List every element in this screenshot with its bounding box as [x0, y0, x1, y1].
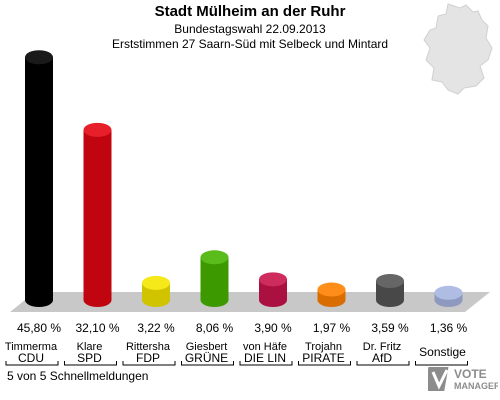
bar-fdp: [142, 275, 170, 307]
bar-afd: [376, 273, 404, 307]
value-label: 1,97 %: [313, 321, 351, 335]
bar-grüne: [200, 250, 229, 307]
bar-body: [83, 129, 112, 307]
value-label: 1,36 %: [430, 321, 468, 335]
value-label: 3,90 %: [254, 321, 292, 335]
value-label: 3,59 %: [371, 321, 409, 335]
category-bracket: [356, 361, 410, 366]
bar-top: [259, 272, 287, 287]
party-label: PIRATE: [302, 351, 344, 365]
chart-title: Stadt Mülheim an der Ruhr: [154, 3, 346, 20]
bar-body: [25, 57, 53, 308]
logo-text-vote: VOTE: [454, 367, 487, 381]
bar-body: [200, 257, 229, 307]
chart-floor: [10, 292, 490, 312]
bar-sonstige: [434, 285, 463, 307]
value-label: 3,22 %: [137, 321, 175, 335]
party-label: GRÜNE: [185, 351, 228, 365]
candidate-label: Rittersha: [126, 341, 171, 353]
category-bracket: [5, 361, 59, 366]
candidate-label: Timmerma: [5, 341, 58, 353]
value-label: 32,10 %: [75, 321, 119, 335]
logo-text-manager: MANAGER: [454, 381, 498, 391]
bar-cdu: [25, 50, 53, 308]
bar-body: [376, 280, 404, 307]
party-label: CDU: [18, 351, 44, 365]
candidate-label: Giesbert: [186, 341, 228, 353]
bar-top: [317, 282, 346, 297]
chart-floor-plane: [10, 292, 490, 312]
category-bracket: [298, 361, 351, 366]
party-label: Sonstige: [419, 345, 466, 359]
chart-subtitle-2: Erststimmen 27 Saarn-Süd mit Selbeck und…: [111, 37, 389, 51]
value-label: 8,06 %: [196, 321, 234, 335]
candidate-label: von Häfe: [243, 341, 287, 353]
candidate-label: Klare: [77, 341, 103, 353]
bar-top: [200, 250, 229, 265]
category-bracket: [122, 361, 176, 366]
bar-pirate: [317, 282, 346, 307]
bar-top: [142, 275, 170, 290]
party-label: AfD: [372, 351, 392, 365]
category-bracket: [181, 361, 234, 366]
party-label: DIE LIN: [244, 351, 286, 365]
category-bracket: [415, 361, 468, 366]
candidate-label: Trojahn: [305, 341, 342, 353]
bar-top: [25, 50, 53, 65]
category-bracket: [239, 361, 293, 366]
party-label: FDP: [136, 351, 160, 365]
bar-top: [434, 285, 463, 300]
germany-map-icon: [423, 3, 493, 95]
value-label: 45,80 %: [17, 321, 61, 335]
category-bracket: [64, 361, 117, 366]
bar-top: [83, 122, 112, 137]
bar-top: [376, 273, 404, 288]
value-labels: 45,80 % 32,10 % 3,22 % 8,06 % 3,90 % 1,97 % 3,…: [17, 321, 468, 335]
bar-spd: [83, 122, 112, 307]
footer-note: 5 von 5 Schnellmeldungen: [7, 369, 149, 383]
vote-manager-logo: VOTE MANAGER: [428, 367, 498, 391]
chart-subtitle: Bundestagswahl 22.09.2013: [174, 22, 326, 36]
bar-series: [25, 50, 463, 308]
party-label: SPD: [77, 351, 102, 365]
candidate-label: Dr. Fritz: [363, 341, 402, 353]
bar-body: [259, 279, 287, 307]
bar-die lin: [259, 272, 287, 307]
